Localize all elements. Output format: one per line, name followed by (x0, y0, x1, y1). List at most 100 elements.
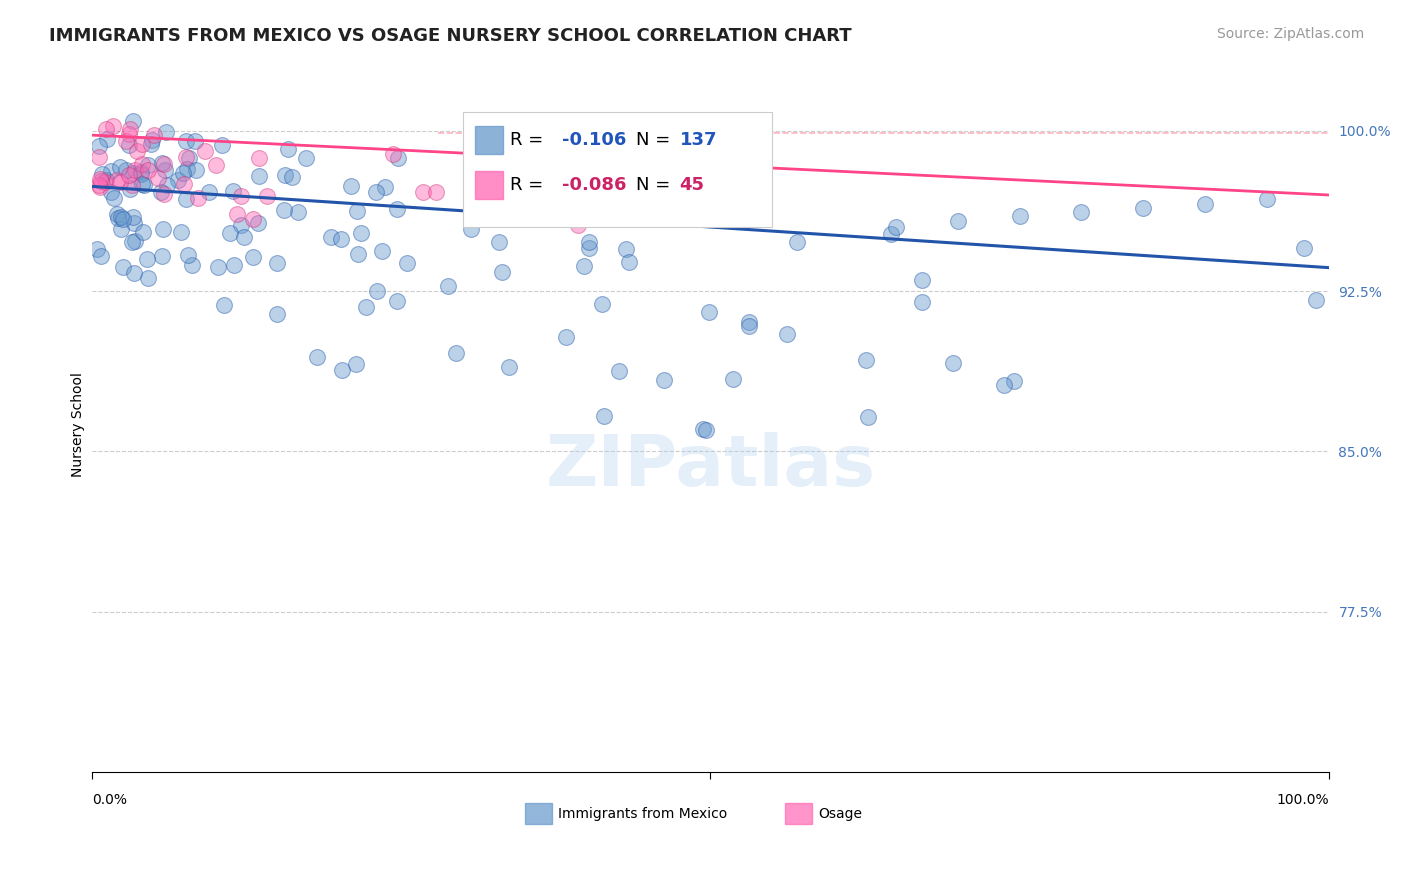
Point (122, 166, 145, 180)
Point (174, 134, 197, 148)
Text: -0.086: -0.086 (562, 176, 627, 194)
Point (460, 221, 482, 235)
Point (105, 173, 128, 187)
Point (616, 182, 638, 196)
Point (118, 128, 141, 142)
Point (197, 186, 219, 200)
Point (105, 206, 128, 220)
Point (387, 151, 409, 165)
Point (118, 182, 141, 196)
Text: Immigrants from Mexico: Immigrants from Mexico (558, 806, 727, 821)
Point (491, 265, 513, 279)
Point (149, 185, 172, 199)
Point (567, 218, 589, 232)
Point (89, 178, 111, 193)
Point (89, 138, 111, 153)
Point (90, 249, 112, 263)
Point (1004, 374, 1026, 388)
Point (287, 205, 309, 219)
Point (695, 423, 717, 437)
Point (911, 295, 934, 310)
Text: -0.106: -0.106 (562, 131, 627, 149)
Point (281, 170, 304, 185)
Point (330, 231, 353, 245)
Point (395, 256, 418, 270)
Text: R =: R = (510, 176, 550, 194)
Point (607, 364, 630, 378)
Point (592, 409, 614, 424)
Point (153, 162, 176, 177)
Point (204, 158, 226, 172)
Text: N =: N = (637, 131, 671, 149)
Point (121, 235, 143, 249)
Point (412, 185, 434, 199)
Point (1194, 196, 1216, 211)
Text: Source: ZipAtlas.com: Source: ZipAtlas.com (1216, 27, 1364, 41)
Point (110, 222, 132, 236)
Point (256, 188, 278, 202)
Text: 0.0%: 0.0% (93, 793, 127, 806)
FancyBboxPatch shape (463, 112, 772, 227)
Point (385, 294, 408, 309)
Point (1256, 192, 1278, 206)
Text: 45: 45 (679, 176, 704, 194)
Point (142, 128, 165, 142)
Point (150, 249, 173, 263)
Point (172, 166, 194, 180)
Point (554, 330, 576, 344)
Point (321, 230, 343, 244)
Point (738, 315, 761, 329)
Point (437, 278, 460, 293)
Point (786, 235, 808, 250)
Point (139, 136, 162, 151)
Point (184, 162, 207, 177)
Y-axis label: Nursery School: Nursery School (72, 372, 86, 477)
Point (176, 192, 198, 206)
Point (617, 255, 640, 269)
Point (131, 157, 153, 171)
Point (207, 260, 229, 274)
Point (307, 350, 329, 364)
Point (993, 378, 1015, 392)
Point (574, 260, 596, 274)
Point (194, 144, 217, 158)
Point (96, 173, 118, 187)
Point (366, 284, 388, 298)
Point (115, 134, 138, 148)
Point (942, 356, 965, 370)
Point (96, 131, 118, 145)
Point (177, 151, 200, 165)
Point (138, 157, 160, 171)
Point (155, 125, 177, 139)
Point (173, 177, 195, 191)
Point (152, 222, 174, 236)
Point (120, 122, 142, 136)
Point (884, 220, 907, 235)
Point (498, 360, 520, 375)
Text: N =: N = (637, 176, 671, 194)
Point (211, 137, 233, 152)
Point (692, 421, 714, 435)
Point (127, 144, 149, 158)
Point (575, 178, 598, 192)
Point (1008, 210, 1031, 224)
Point (344, 357, 367, 371)
Point (100, 185, 122, 199)
Point (112, 211, 135, 226)
Point (1070, 205, 1092, 219)
Point (721, 372, 744, 386)
Point (221, 184, 243, 198)
Point (108, 175, 131, 189)
Point (273, 203, 295, 218)
Point (100, 164, 122, 178)
Point (124, 162, 146, 177)
Point (153, 157, 176, 171)
Point (242, 211, 264, 226)
Point (118, 138, 141, 153)
Point (150, 156, 173, 170)
Bar (475, 171, 503, 199)
Point (229, 189, 252, 203)
Point (122, 114, 145, 128)
Point (180, 258, 202, 272)
Point (94, 121, 117, 136)
